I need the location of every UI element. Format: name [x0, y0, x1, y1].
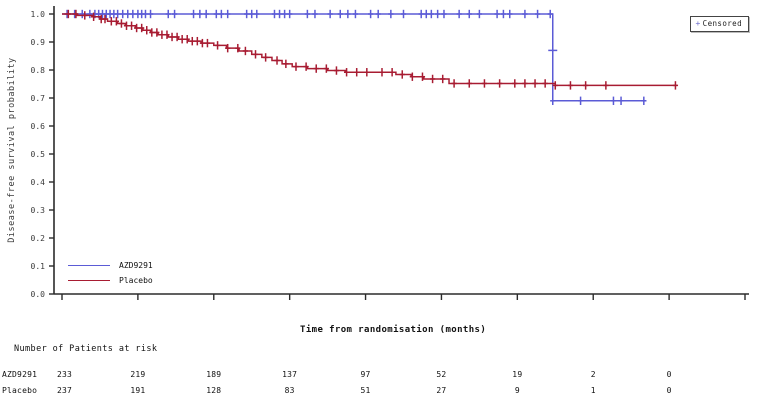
axes	[53, 6, 749, 295]
svg-text:1.0: 1.0	[31, 10, 46, 19]
risk-value: 0	[666, 370, 672, 379]
svg-text:0.8: 0.8	[31, 66, 46, 75]
risk-value: 83	[284, 386, 295, 395]
censored-marker-icon: +	[695, 19, 701, 28]
risk-value: 191	[130, 386, 146, 395]
risk-table-title: Number of Patients at risk	[14, 344, 158, 354]
risk-value: 137	[282, 370, 298, 379]
risk-value: 97	[360, 370, 371, 379]
risk-value: 237	[57, 386, 73, 395]
svg-text:0.0: 0.0	[31, 290, 46, 299]
x-axis-ticks: 061218243036424854	[61, 294, 746, 300]
risk-value: 19	[512, 370, 523, 379]
risk-table-row-placebo: Placebo 237 191 128 83 51 27 9 1 0	[0, 386, 765, 400]
svg-text:0.1: 0.1	[31, 262, 46, 271]
x-axis-label: Time from randomisation (months)	[300, 325, 487, 335]
risk-value: 0	[666, 386, 672, 395]
y-axis-ticks: 0.0 0.1 0.2 0.3 0.4 0.5 0.6 0.7 0.8 0.9 1.0	[31, 10, 54, 299]
legend-swatch-azd9291	[68, 265, 110, 266]
y-axis-label: Disease-free survival probability	[7, 57, 17, 243]
risk-value: 128	[206, 386, 222, 395]
risk-value: 9	[514, 386, 520, 395]
risk-value: 233	[57, 370, 73, 379]
legend-item-placebo: Placebo	[68, 273, 153, 288]
risk-value: 52	[436, 370, 447, 379]
risk-value: 2	[590, 370, 596, 379]
svg-text:0.2: 0.2	[31, 234, 46, 243]
legend-label-azd9291: AZD9291	[119, 261, 153, 270]
svg-text:0.7: 0.7	[31, 94, 46, 103]
y-axis-label-wrap: Disease-free survival probability	[7, 0, 28, 300]
risk-value: 51	[360, 386, 371, 395]
svg-text:0.9: 0.9	[31, 38, 46, 47]
svg-text:0.6: 0.6	[31, 122, 46, 131]
censored-legend: + Censored	[690, 16, 749, 32]
series-azd9291	[62, 9, 647, 105]
plot-area: 0.0 0.1 0.2 0.3 0.4 0.5 0.6 0.7 0.8 0.9 1.0 0612182…	[31, 6, 749, 300]
legend-item-azd9291: AZD9291	[68, 258, 153, 273]
risk-table-row-azd9291: AZD9291 233 219 189 137 97 52 19 2 0	[0, 370, 765, 384]
series-legend: AZD9291 Placebo	[68, 258, 153, 288]
survival-curve-svg: 0.0 0.1 0.2 0.3 0.4 0.5 0.6 0.7 0.8 0.9 1.0 0612182…	[31, 6, 749, 300]
risk-value: 219	[130, 370, 146, 379]
series-placebo	[62, 9, 679, 90]
risk-value: 1	[590, 386, 596, 395]
risk-row-label-azd9291: AZD9291	[2, 370, 38, 379]
censored-legend-label: Censored	[702, 19, 742, 28]
risk-value: 189	[206, 370, 222, 379]
svg-text:0.4: 0.4	[31, 178, 46, 187]
legend-swatch-placebo	[68, 280, 110, 281]
svg-text:0.3: 0.3	[31, 206, 46, 215]
risk-value: 27	[436, 386, 447, 395]
legend-label-placebo: Placebo	[119, 276, 153, 285]
svg-text:0.5: 0.5	[31, 150, 46, 159]
risk-row-label-placebo: Placebo	[2, 386, 38, 395]
